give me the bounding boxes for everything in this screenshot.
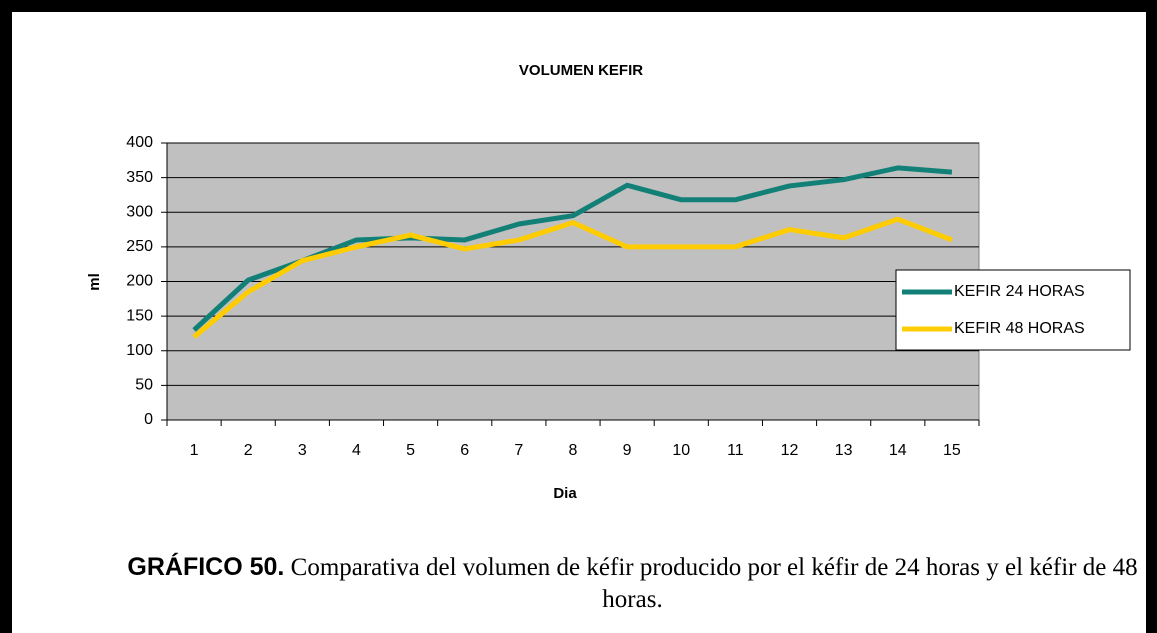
frame-border-left: [0, 0, 12, 633]
x-tick-label: 11: [727, 442, 744, 459]
data-line: [192, 216, 953, 339]
x-tick-label: 3: [298, 442, 307, 459]
y-tick-label: 250: [126, 238, 153, 255]
caption-label: GRÁFICO 50.: [127, 553, 285, 581]
frame-border-top: [0, 0, 1157, 12]
x-axis-label: Dia: [553, 485, 577, 502]
x-tick-label: 1: [190, 442, 199, 459]
x-tick-label: 7: [514, 442, 523, 459]
y-tick-label: 200: [126, 273, 153, 290]
x-tick-label: 13: [835, 442, 853, 459]
y-tick-label: 0: [144, 411, 153, 428]
frame-border-right: [1146, 0, 1157, 633]
y-tick-label: 100: [126, 342, 153, 359]
y-tick-label: 400: [126, 134, 153, 151]
legend-label: KEFIR 48 HORAS: [954, 320, 1085, 337]
x-tick-label: 4: [352, 442, 361, 459]
caption-text: Comparativa del volumen de kéfir produci…: [290, 554, 1138, 613]
x-tick-label: 10: [672, 442, 690, 459]
x-tick-label: 9: [623, 442, 632, 459]
y-tick-label: 50: [135, 377, 153, 394]
chart-title: VOLUMEN KEFIR: [519, 62, 643, 79]
x-tick-label: 5: [406, 442, 415, 459]
x-tick-label: 6: [460, 442, 469, 459]
legend-label: KEFIR 24 HORAS: [954, 283, 1085, 300]
x-tick-label: 15: [943, 442, 961, 459]
y-tick-label: 150: [126, 307, 153, 324]
x-tick-label: 8: [569, 442, 578, 459]
legend-box: [895, 269, 1131, 351]
y-tick-label: 350: [126, 169, 153, 186]
y-tick-label: 300: [126, 203, 153, 220]
x-tick-label: 14: [889, 442, 907, 459]
x-tick-label: 2: [244, 442, 253, 459]
y-axis-label: ml: [86, 273, 103, 291]
caption: GRÁFICO 50. Comparativa del volumen de k…: [115, 551, 1150, 616]
x-tick-label: 12: [781, 442, 799, 459]
